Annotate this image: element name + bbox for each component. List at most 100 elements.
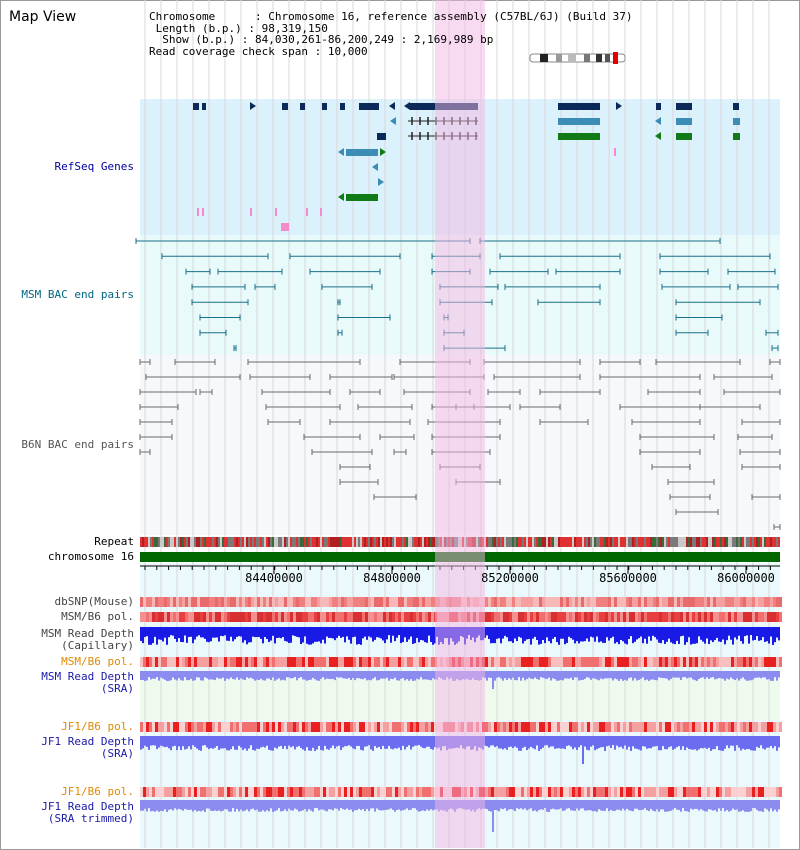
repeat-element xyxy=(644,537,646,547)
msm-depth-capillary-bar xyxy=(502,627,504,639)
jf1-depth-trimmed-bar xyxy=(400,800,402,811)
dbsnp-heat-cell xyxy=(566,597,569,607)
track-label-msm-depth-capillary[interactable]: MSM Read Depth xyxy=(41,627,134,640)
jf1-depth-trimmed-bar xyxy=(580,800,582,809)
msm-depth-capillary-bar xyxy=(568,627,570,637)
msm-depth-sra-bar xyxy=(166,671,168,681)
jf1-b6-pol-heat-cell xyxy=(647,722,650,732)
track-label-dbsnp[interactable]: dbSNP(Mouse) xyxy=(54,595,134,608)
msm-b6-pol-sra-heat-cell xyxy=(395,657,398,667)
msm-depth-sra-bar xyxy=(202,671,204,681)
track-label-msm-bac[interactable]: MSM BAC end pairs xyxy=(21,288,134,301)
msm-depth-capillary-bar xyxy=(384,627,386,644)
repeat-element xyxy=(174,537,176,547)
dbsnp-heat-cell xyxy=(185,597,188,607)
dbsnp-heat-cell xyxy=(290,597,293,607)
jf1-b6-pol-heat-cell xyxy=(293,722,296,732)
msm-b6-pol-heat-cell xyxy=(185,612,188,622)
msm-depth-capillary-bar xyxy=(372,627,374,642)
msm-depth-sra-bar xyxy=(184,671,186,678)
jf1-depth-sra-bar xyxy=(280,736,282,746)
jf1-depth-trimmed-bar xyxy=(506,800,508,811)
jf1-depth-trimmed-bar xyxy=(286,800,288,812)
repeat-element xyxy=(628,537,630,547)
msm-depth-sra-bar xyxy=(394,671,396,678)
jf1-b6-pol-heat-cell xyxy=(776,722,779,732)
track-label-msm-depth-sra[interactable]: MSM Read Depth xyxy=(41,670,134,683)
msm-depth-capillary-bar xyxy=(666,627,668,642)
msm-depth-sra-bar xyxy=(190,671,192,679)
jf1-depth-sra-bar xyxy=(738,736,740,748)
track-label-b6n-bac[interactable]: B6N BAC end pairs xyxy=(21,438,134,451)
track-label-msm-b6-pol[interactable]: MSM/B6 pol. xyxy=(61,610,134,623)
msm-depth-sra-bar xyxy=(386,671,388,678)
repeat-element xyxy=(698,537,700,547)
msm-depth-sra-bar xyxy=(280,671,282,681)
jf1-b6-pol-heat-cell xyxy=(212,722,215,732)
jf1-b6-pol-heat-cell xyxy=(179,722,182,732)
msm-depth-capillary-bar xyxy=(602,627,604,643)
jf1-depth-sra-bar xyxy=(184,736,186,750)
msm-depth-sra-bar xyxy=(236,671,238,678)
msm-b6-pol-heat-cell xyxy=(224,612,227,622)
msm-b6-pol-sra-heat-cell xyxy=(200,657,203,667)
jf1-depth-trimmed-bar xyxy=(502,800,504,810)
jf1-b6-pol-trimmed-heat-cell xyxy=(701,787,704,797)
jf1-depth-trimmed-bar xyxy=(226,800,228,810)
msm-b6-pol-sra-heat-cell xyxy=(371,657,374,667)
jf1-b6-pol-trimmed-heat-cell xyxy=(554,787,557,797)
repeat-element xyxy=(234,537,236,547)
msm-b6-pol-sra-heat-cell xyxy=(572,657,575,667)
repeat-element xyxy=(368,537,370,547)
jf1-depth-trimmed-bar xyxy=(730,800,732,811)
jf1-b6-pol-heat-cell xyxy=(572,722,575,732)
msm-depth-sra-bar xyxy=(256,671,258,680)
jf1-depth-trimmed-bar xyxy=(144,800,146,809)
msm-b6-pol-sra-heat-cell xyxy=(260,657,263,667)
msm-depth-capillary-bar xyxy=(704,627,706,644)
jf1-depth-sra-bar xyxy=(694,736,696,750)
track-label-jf1-depth-trimmed[interactable]: JF1 Read Depth xyxy=(41,800,134,813)
track-label-chromosome[interactable]: chromosome 16 xyxy=(47,550,134,563)
jf1-depth-trimmed-bar xyxy=(408,800,410,811)
msm-depth-capillary-bar xyxy=(608,627,610,641)
jf1-depth-trimmed-bar xyxy=(660,800,662,810)
jf1-depth-trimmed-bar xyxy=(656,800,658,810)
repeat-element xyxy=(652,537,654,547)
jf1-depth-sra-bar xyxy=(254,736,256,751)
dbsnp-heat-cell xyxy=(632,597,635,607)
jf1-b6-pol-trimmed-heat-cell xyxy=(365,787,368,797)
msm-depth-sra-bar xyxy=(170,671,172,681)
repeat-element xyxy=(304,537,306,547)
track-label-refseq[interactable]: RefSeq Genes xyxy=(54,160,134,173)
msm-b6-pol-sra-heat-cell xyxy=(581,657,584,667)
jf1-depth-sra-bar xyxy=(406,736,408,747)
msm-b6-pol-sra-heat-cell xyxy=(323,657,326,667)
jf1-b6-pol-trimmed-heat-cell xyxy=(314,787,317,797)
track-label-jf1-b6-pol-trimmed[interactable]: JF1/B6 pol. xyxy=(61,785,134,798)
msm-depth-capillary-bar xyxy=(548,627,550,642)
track-label-msm-b6-pol-sra[interactable]: MSM/B6 pol. xyxy=(61,655,134,668)
msm-depth-capillary-bar xyxy=(336,627,338,638)
msm-depth-sra-bar xyxy=(764,671,766,678)
track-label-jf1-b6-pol[interactable]: JF1/B6 pol. xyxy=(61,720,134,733)
jf1-depth-trimmed-bar xyxy=(278,800,280,809)
msm-depth-sra-bar xyxy=(750,671,752,681)
repeat-element xyxy=(676,537,678,547)
track-label-jf1-depth-sra[interactable]: JF1 Read Depth xyxy=(41,735,134,748)
repeat-element xyxy=(210,537,212,547)
msm-depth-sra-bar xyxy=(520,671,522,681)
msm-b6-pol-heat-cell xyxy=(359,612,362,622)
msm-depth-sra-bar xyxy=(426,671,428,680)
dbsnp-heat-cell xyxy=(521,597,524,607)
msm-depth-sra-bar xyxy=(668,671,670,681)
msm-depth-capillary-bar xyxy=(362,627,364,639)
msm-depth-capillary-bar xyxy=(718,627,720,642)
msm-depth-sra-bar xyxy=(258,671,260,681)
jf1-depth-trimmed-bar xyxy=(590,800,592,811)
track-label-repeat[interactable]: Repeat xyxy=(94,535,134,548)
jf1-depth-trimmed-bar xyxy=(682,800,684,809)
msm-b6-pol-heat-cell xyxy=(617,612,620,622)
repeat-element xyxy=(604,537,606,547)
